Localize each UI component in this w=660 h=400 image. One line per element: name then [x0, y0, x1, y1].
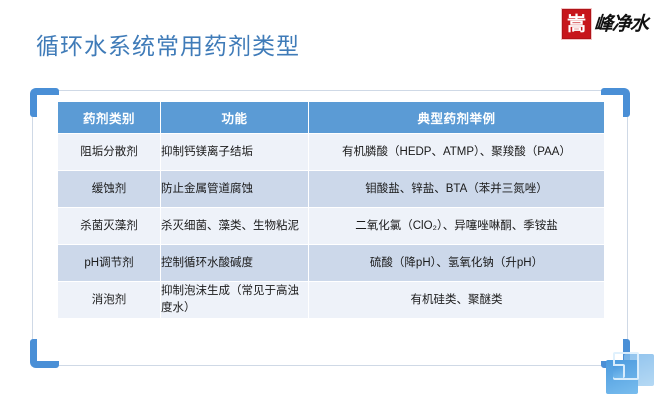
cell-function: 防止金属管道腐蚀: [160, 170, 309, 208]
cell-function: 抑制泡沫生成（常见于高浊度水）: [160, 281, 309, 319]
cell-category: pH调节剂: [57, 244, 161, 282]
cell-category: 阻垢分散剂: [57, 133, 161, 171]
table-body: 阻垢分散剂 抑制钙镁离子结垢 有机膦酸（HEDP、ATMP）、聚羧酸（PAA） …: [57, 133, 605, 319]
cell-category: 杀菌灭藻剂: [57, 207, 161, 245]
corner-bracket-top-left: [30, 88, 59, 117]
table-row: 阻垢分散剂 抑制钙镁离子结垢 有机膦酸（HEDP、ATMP）、聚羧酸（PAA）: [57, 133, 605, 171]
cell-examples: 有机膦酸（HEDP、ATMP）、聚羧酸（PAA）: [308, 133, 605, 171]
column-header-category: 药剂类别: [57, 101, 161, 134]
cell-function: 控制循环水酸碱度: [160, 244, 309, 282]
frame-line-left: [32, 106, 33, 350]
cell-examples: 有机硅类、聚醚类: [308, 281, 605, 319]
chemicals-table-container: 药剂类别 功能 典型药剂举例 阻垢分散剂 抑制钙镁离子结垢 有机膦酸（HEDP、…: [57, 101, 605, 319]
cell-category: 消泡剂: [57, 281, 161, 319]
seal-icon: 嵩: [561, 9, 591, 39]
cell-function: 杀灭细菌、藻类、生物粘泥: [160, 207, 309, 245]
corner-bracket-top-right: [601, 88, 630, 117]
table-header: 药剂类别 功能 典型药剂举例: [57, 101, 605, 134]
column-header-function: 功能: [160, 101, 309, 134]
cell-examples: 二氧化氯（ClO₂）、异噻唑啉酮、季铵盐: [308, 207, 605, 245]
corner-bracket-bottom-left: [30, 339, 59, 368]
cell-function: 抑制钙镁离子结垢: [160, 133, 309, 171]
table-header-row: 药剂类别 功能 典型药剂举例: [57, 101, 605, 134]
frame-line-right: [627, 106, 628, 350]
frame-line-top: [48, 90, 612, 91]
decorative-squares-graphic: [604, 350, 654, 394]
table-row: 消泡剂 抑制泡沫生成（常见于高浊度水） 有机硅类、聚醚类: [57, 281, 605, 319]
table-row: pH调节剂 控制循环水酸碱度 硫酸（降pH）、氢氧化钠（升pH）: [57, 244, 605, 282]
cell-category: 缓蚀剂: [57, 170, 161, 208]
cell-examples: 硫酸（降pH）、氢氧化钠（升pH）: [308, 244, 605, 282]
frame-line-bottom: [48, 365, 612, 366]
page-title: 循环水系统常用药剂类型: [36, 33, 300, 59]
cell-examples: 钼酸盐、锌盐、BTA（苯并三氮唑）: [308, 170, 605, 208]
logo-wordmark: 峰净水: [593, 12, 649, 35]
chemicals-table: 药剂类别 功能 典型药剂举例 阻垢分散剂 抑制钙镁离子结垢 有机膦酸（HEDP、…: [57, 101, 605, 319]
deco-square-notch: [613, 364, 625, 378]
table-row: 缓蚀剂 防止金属管道腐蚀 钼酸盐、锌盐、BTA（苯并三氮唑）: [57, 170, 605, 208]
column-header-examples: 典型药剂举例: [308, 101, 605, 134]
brand-logo: 嵩 峰净水: [561, 8, 649, 40]
table-row: 杀菌灭藻剂 杀灭细菌、藻类、生物粘泥 二氧化氯（ClO₂）、异噻唑啉酮、季铵盐: [57, 207, 605, 245]
